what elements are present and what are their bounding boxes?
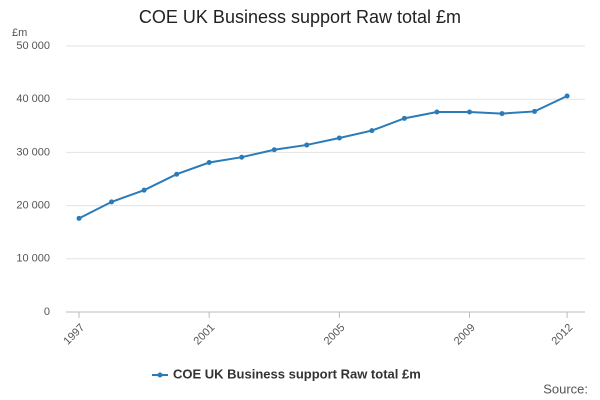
x-tick-label: 2012 (549, 322, 575, 348)
data-point (239, 154, 245, 160)
data-point (499, 111, 505, 117)
data-point (401, 115, 407, 121)
data-point (109, 199, 115, 205)
legend-marker (157, 372, 163, 378)
data-point (304, 142, 310, 148)
legend-label: COE UK Business support Raw total £m (173, 366, 421, 381)
data-point (336, 135, 342, 141)
data-point (434, 109, 440, 115)
x-tick-label: 1997 (61, 322, 87, 348)
data-point (532, 108, 538, 114)
x-tick-label: 2001 (192, 322, 218, 348)
y-tick-label: 0 (44, 306, 50, 318)
y-tick-label: 50 000 (16, 40, 50, 52)
x-tick-label: 2005 (322, 322, 348, 348)
y-tick-label: 20 000 (16, 200, 50, 212)
data-point (174, 171, 180, 177)
source: Source: (543, 381, 588, 396)
y-tick-label: 10 000 (16, 253, 50, 265)
data-point (141, 187, 147, 193)
data-point (206, 160, 212, 166)
data-point (76, 215, 82, 221)
series-line (78, 95, 568, 220)
y-tick-label: 30 000 (16, 146, 50, 158)
y-tick-label: 40 000 (16, 93, 50, 105)
y-axis-label: £m (12, 27, 27, 39)
data-point (564, 93, 570, 99)
data-point (271, 147, 277, 153)
x-tick-label: 2009 (452, 322, 478, 348)
data-point (369, 128, 375, 134)
chart-title: COE UK Business support Raw total £m (139, 7, 461, 27)
data-point (466, 109, 472, 115)
